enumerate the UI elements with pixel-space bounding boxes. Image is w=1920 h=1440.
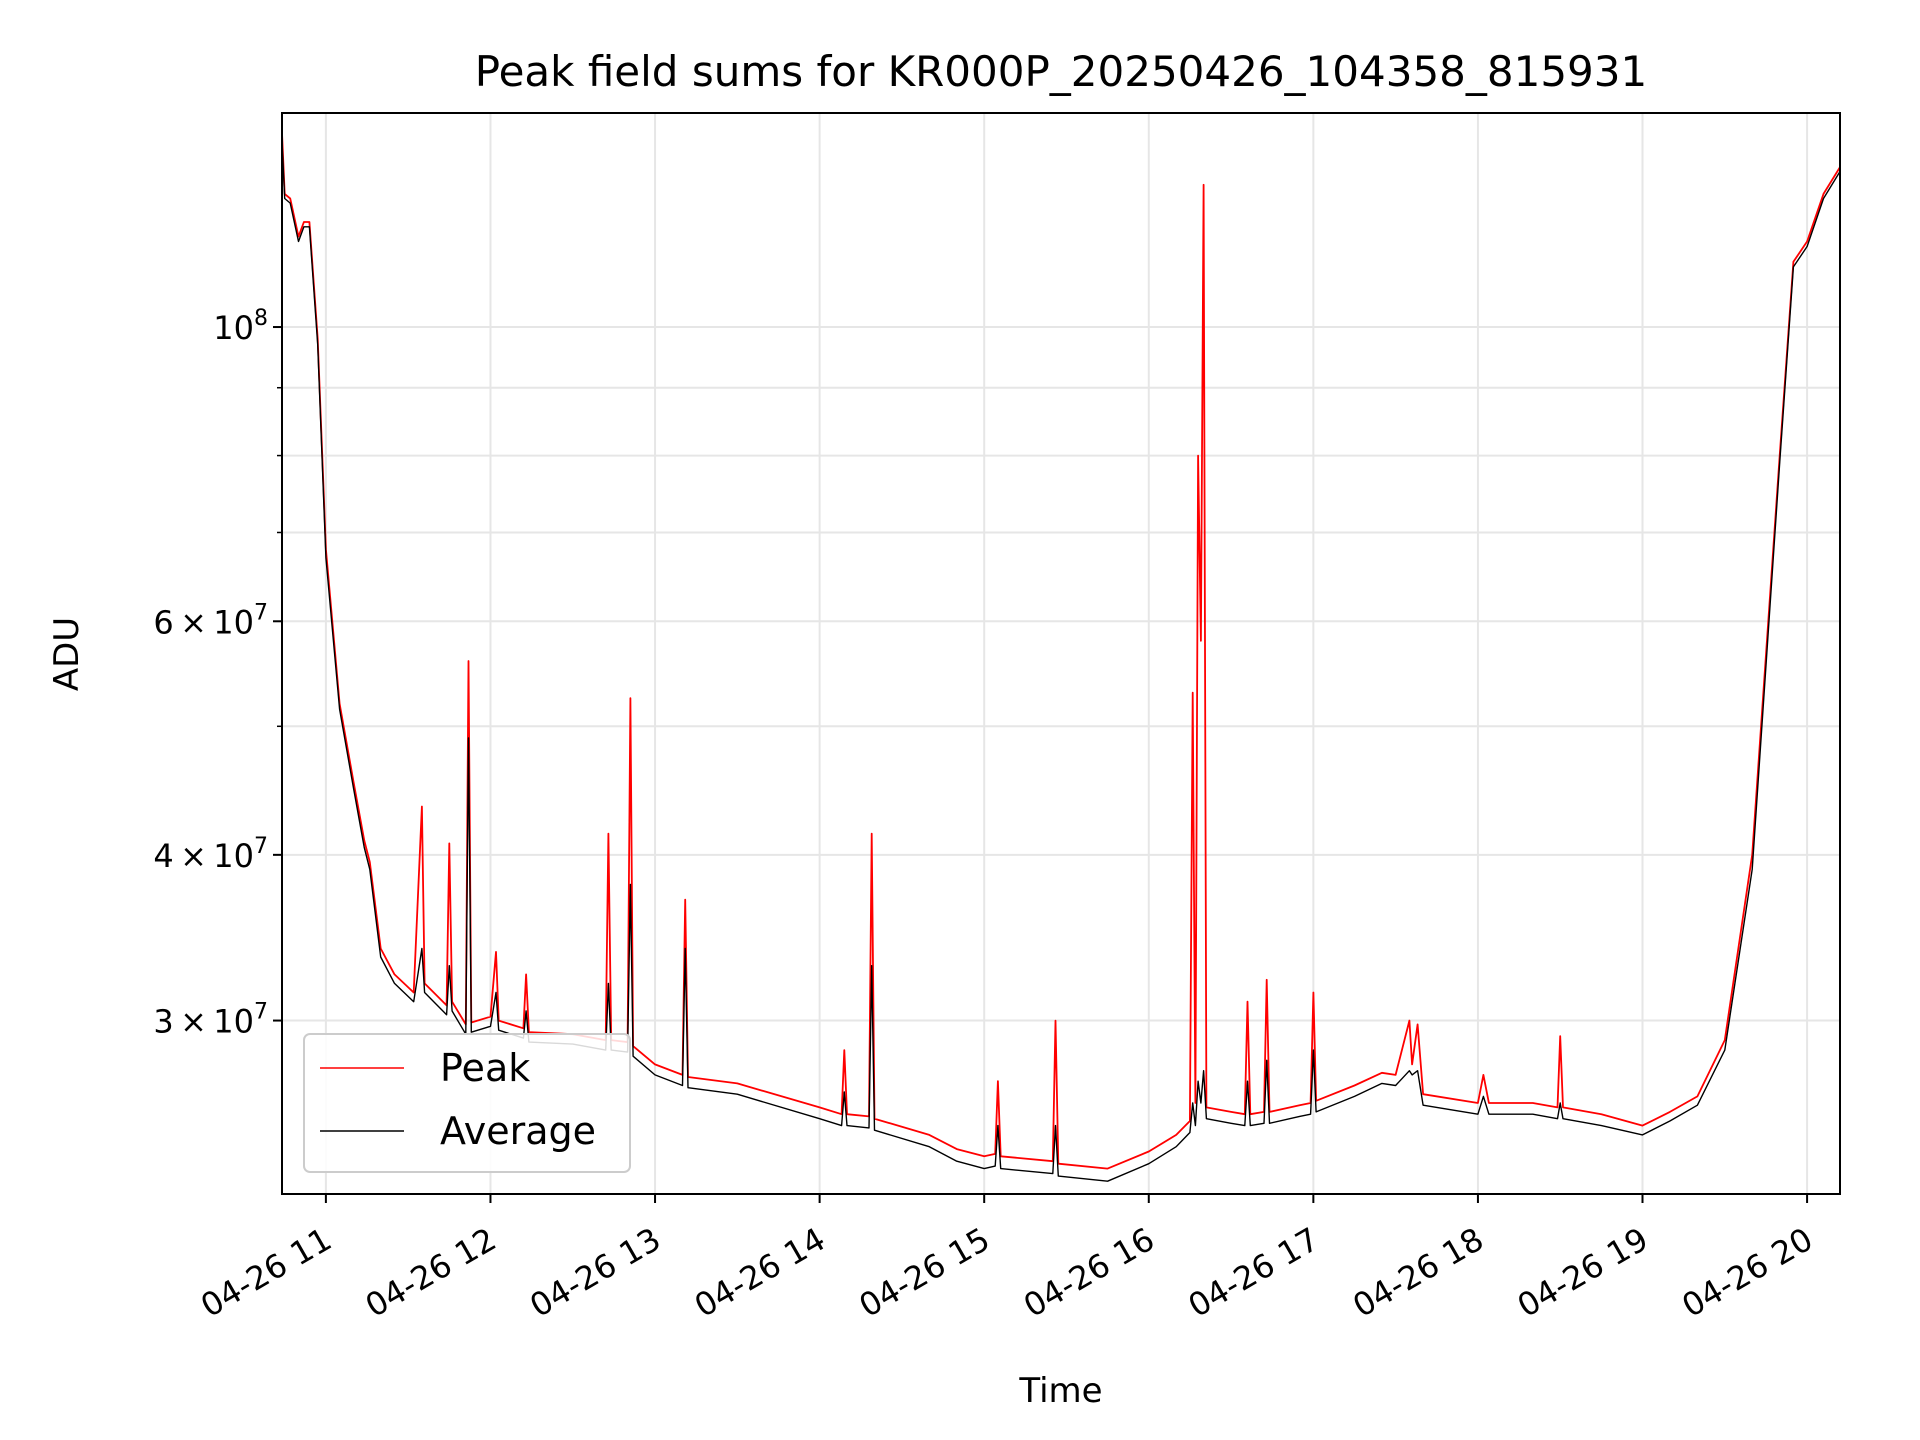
y-tick-label: 6 × 107 (153, 600, 268, 641)
y-tick-label: 4 × 107 (153, 834, 268, 875)
series-line-average (281, 141, 1841, 1182)
chart-title: Peak field sums for KR000P_20250426_1043… (475, 47, 1647, 96)
grid-lines (282, 113, 1840, 1194)
legend-label-average: Average (440, 1109, 596, 1153)
y-tick-label: 108 (213, 306, 268, 347)
y-axis-title: ADU (47, 617, 87, 691)
x-axis-title: Time (1018, 1371, 1102, 1411)
series-layer (281, 133, 1841, 1182)
y-axis: 3 × 107 4 × 107 6 × 107 108 (153, 306, 282, 1041)
y-tick-label: 3 × 107 (153, 1000, 268, 1041)
legend: Peak Average (303, 1033, 631, 1173)
plot-frame (281, 112, 1841, 1195)
legend-label-peak: Peak (440, 1046, 530, 1090)
